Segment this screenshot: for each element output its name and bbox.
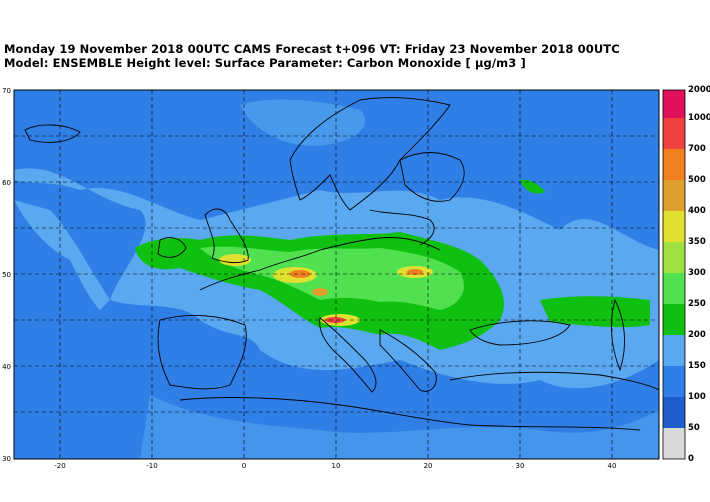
lon-tick-label: 40 [608, 462, 617, 470]
colorbar-label: 2000 [688, 85, 710, 95]
colorbar-label: 500 [688, 175, 706, 185]
hotspot-rhine [312, 288, 328, 296]
lat-tick-label: 70 [2, 87, 11, 95]
map-title-line-2: Model: ENSEMBLE Height level: Surface Pa… [4, 56, 526, 70]
colorbar-label: 150 [688, 361, 706, 371]
lon-tick-label: 30 [516, 462, 525, 470]
colorbar-swatch-7 [663, 211, 685, 242]
hotspot-po-valley-core [325, 317, 345, 323]
field-band-150-south [140, 395, 659, 459]
lon-tick-label: -20 [54, 462, 65, 470]
lat-tick-label: 30 [2, 455, 11, 463]
colorbar-label: 0 [688, 454, 694, 464]
colorbar-label: 250 [688, 299, 706, 309]
lat-tick-label: 40 [2, 363, 11, 371]
colorbar-frame [662, 89, 686, 460]
field-band-150-west [14, 200, 110, 310]
lon-tick-label: 0 [242, 462, 246, 470]
colorbar-swatch-6 [663, 242, 685, 273]
colorbar-label: 50 [688, 423, 700, 433]
colorbar-label: 700 [688, 144, 706, 154]
colorbar-swatch-10 [663, 118, 685, 149]
colorbar-swatch-8 [663, 180, 685, 211]
colorbar-swatch-0 [663, 428, 685, 459]
field-band-200-finland [520, 179, 545, 194]
colorbar-label: 200 [688, 330, 706, 340]
colorbar-label: 400 [688, 206, 706, 216]
lon-tick-label: 20 [424, 462, 433, 470]
colorbar-swatch-9 [663, 149, 685, 180]
colorbar-label: 350 [688, 237, 706, 247]
gridlines [14, 90, 659, 459]
lon-tick-label: -10 [146, 462, 157, 470]
colorbar-swatch-1 [663, 397, 685, 428]
lat-tick-label: 60 [2, 179, 11, 187]
colorbar-swatch-5 [663, 273, 685, 304]
colorbar-label: 300 [688, 268, 706, 278]
colorbar: 0 50 100 150 200 250 300 350 400 500 700… [662, 85, 710, 464]
colorbar-swatch-11 [663, 90, 685, 118]
colorbar-label: 100 [688, 392, 706, 402]
map-frame [13, 89, 660, 460]
map-title-line-1: Monday 19 November 2018 00UTC CAMS Forec… [4, 42, 620, 56]
hotspot-england [219, 254, 251, 266]
hotspot-benelux-core [290, 270, 310, 278]
lat-tick-labels: 30 40 50 60 70 [2, 87, 11, 463]
lat-tick-label: 50 [2, 271, 11, 279]
hotspot-poland-core [407, 269, 423, 275]
field-band-250 [200, 246, 464, 310]
colorbar-swatch-3 [663, 335, 685, 366]
lon-tick-labels: -20 -10 0 10 20 30 40 [54, 462, 616, 470]
colorbar-swatch-2 [663, 366, 685, 397]
colorbar-label: 1000 [688, 113, 710, 123]
colorbar-swatch-4 [663, 304, 685, 335]
coastlines [24, 97, 659, 431]
lon-tick-label: 10 [332, 462, 341, 470]
field-band-150-north [240, 99, 366, 146]
